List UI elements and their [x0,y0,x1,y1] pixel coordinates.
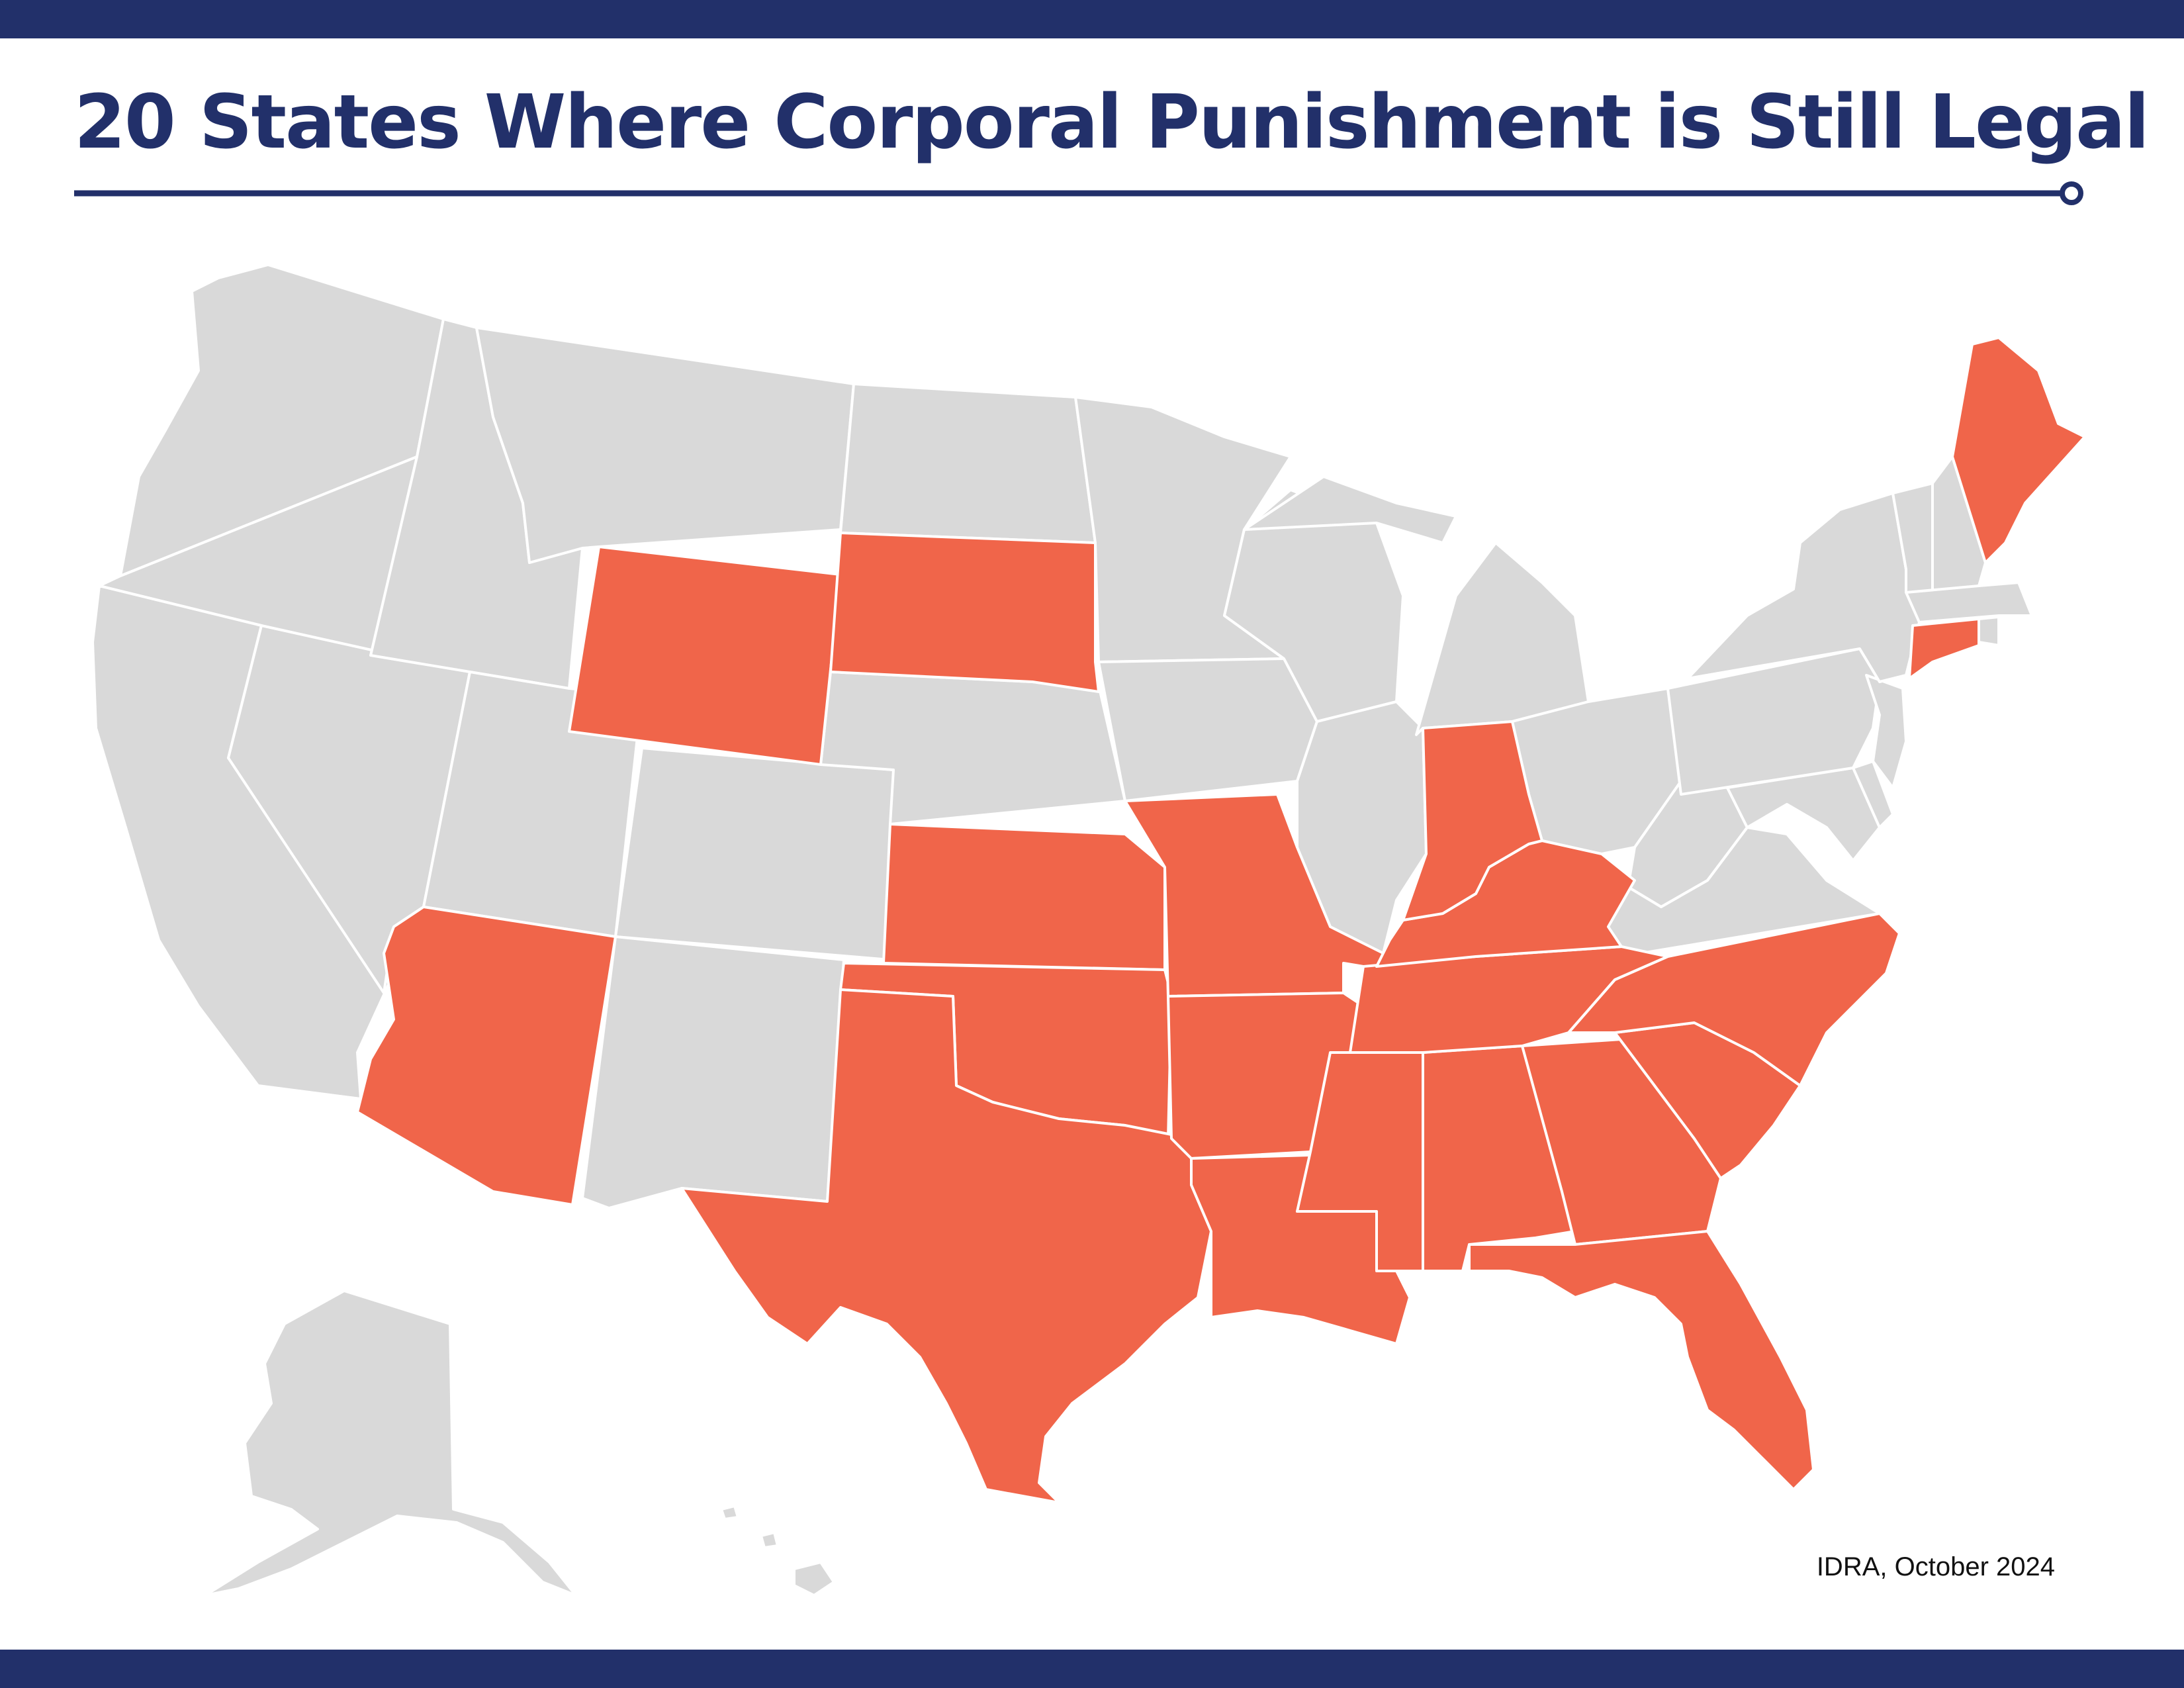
state-rhode-island [1978,616,2000,647]
state-connecticut [1908,618,1980,680]
state-wisconsin [1223,489,1404,723]
state-north-dakota [839,383,1097,544]
state-colorado [614,747,895,961]
legal-states-group [356,336,2086,1504]
state-iowa [1097,657,1318,802]
state-texas [680,988,1212,1504]
state-maine [1951,336,2086,564]
page-title: 20 States Where Corporal Punishment is S… [74,79,2150,165]
state-illinois [1296,700,1428,955]
state-new-mexico [581,935,845,1209]
non-legal-states-group [91,263,2033,1597]
state-wyoming [568,545,842,766]
state-new-hampshire [1931,455,1987,594]
state-delaware [1852,760,1894,829]
state-utah [422,671,643,938]
top-band [0,0,2184,38]
state-florida [1468,1230,1815,1491]
state-arizona [356,906,617,1206]
state-south-dakota [829,532,1100,693]
state-hawaii [720,1505,835,1597]
state-kansas [882,823,1166,971]
state-new-jersey [1865,674,1907,789]
state-massachusetts [1905,581,2033,624]
state-alaska [204,1289,577,1597]
state-new-york [1686,492,1921,683]
source-credit: IDRA, October 2024 [1816,1552,2055,1581]
bottom-band [0,1650,2184,1688]
state-montana [475,326,855,564]
state-indiana [1402,720,1543,921]
